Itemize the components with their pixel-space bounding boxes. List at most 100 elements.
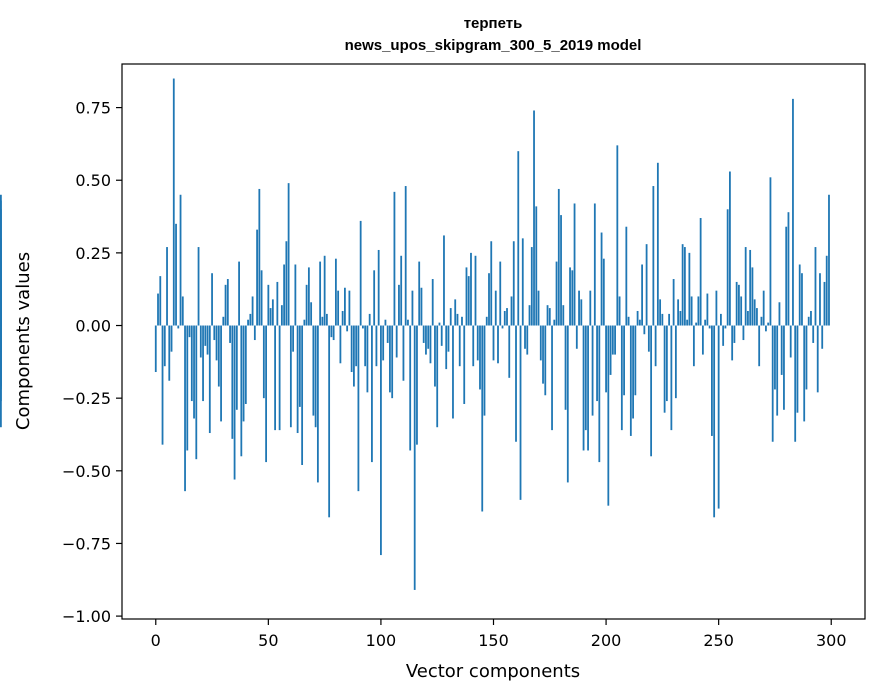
bar-148 <box>488 273 490 326</box>
bar-11 <box>179 194 182 326</box>
bar-122 <box>429 325 432 364</box>
bar-143 <box>476 325 479 361</box>
bar-60 <box>289 325 292 428</box>
bar-94 <box>366 325 369 393</box>
bar-140 <box>470 252 472 326</box>
bar-9 <box>175 223 177 326</box>
bar-131 <box>449 308 452 326</box>
bar-37 <box>238 261 240 326</box>
bar-266 <box>753 299 756 326</box>
bar-28 <box>217 325 220 387</box>
bar-211 <box>629 325 632 436</box>
bar-98 <box>375 325 378 367</box>
bar-26 <box>213 325 216 341</box>
bar-162 <box>519 325 522 500</box>
bar-261 <box>742 325 745 341</box>
bars-group <box>0 78 830 590</box>
bar-161 <box>517 151 520 326</box>
bar-212 <box>632 325 634 419</box>
bar-86 <box>348 290 351 326</box>
bar-78 <box>330 325 333 338</box>
bar-51 <box>269 308 272 326</box>
bar-undefined <box>0 325 2 402</box>
bar-239 <box>692 325 695 367</box>
bar-273 <box>769 177 772 326</box>
bar-287 <box>801 273 803 326</box>
bar-96 <box>371 325 373 463</box>
bar-234 <box>681 244 684 326</box>
bar-61 <box>292 325 295 352</box>
bar-6 <box>168 325 171 381</box>
bar-100 <box>380 325 382 556</box>
bar-217 <box>643 325 646 335</box>
bar-56 <box>280 305 283 326</box>
bar-5 <box>166 247 168 326</box>
bar-192 <box>587 325 589 451</box>
bar-262 <box>744 247 747 326</box>
bar-128 <box>443 235 445 326</box>
bar-168 <box>533 110 535 326</box>
bar-32 <box>226 279 229 326</box>
bar-176 <box>551 325 553 431</box>
bar-89 <box>355 325 358 367</box>
bar-120 <box>425 325 427 355</box>
bar-75 <box>323 255 326 326</box>
bar-226 <box>663 325 666 413</box>
bar-115 <box>413 325 416 590</box>
chart-title: терпеть <box>464 15 523 32</box>
bar-149 <box>490 241 493 326</box>
bar-53 <box>274 325 276 431</box>
bar-206 <box>618 296 621 326</box>
bar-47 <box>260 270 263 326</box>
bar-144 <box>479 325 481 390</box>
bar-71 <box>314 325 317 428</box>
bar-44 <box>253 325 256 341</box>
bar-46 <box>258 188 261 326</box>
bar-113 <box>409 325 412 451</box>
bar-203 <box>611 325 614 355</box>
bar-62 <box>294 264 297 326</box>
bar-38 <box>240 325 243 457</box>
bar-292 <box>812 325 815 343</box>
bar-221 <box>652 186 655 326</box>
bar-267 <box>756 308 758 326</box>
bar-31 <box>224 284 227 326</box>
bar-48 <box>262 325 265 399</box>
bar-265 <box>751 267 754 326</box>
bar-202 <box>609 325 612 375</box>
bar-27 <box>215 325 218 361</box>
x-axis-ticks: 0 50 100 150 200 250 300 <box>151 619 847 650</box>
x-axis-label: Vector components <box>406 661 580 682</box>
bar-215 <box>638 319 641 326</box>
bar-235 <box>683 247 686 326</box>
bar-18 <box>195 325 198 460</box>
bar-184 <box>569 267 571 326</box>
bar-286 <box>798 264 801 326</box>
bar-36 <box>235 325 238 410</box>
bar-111 <box>404 186 407 326</box>
bar-133 <box>454 299 457 326</box>
bar-152 <box>497 325 499 364</box>
bar-129 <box>445 325 448 370</box>
bar-253 <box>724 325 727 329</box>
bar-276 <box>776 325 779 416</box>
bar-295 <box>819 273 821 326</box>
bar-285 <box>796 325 799 413</box>
bar-134 <box>456 313 459 326</box>
bar-156 <box>506 308 508 326</box>
bar-204 <box>614 325 616 355</box>
bar-163 <box>521 238 524 326</box>
bar-191 <box>584 325 587 431</box>
bar-257 <box>733 325 736 343</box>
bar-278 <box>780 325 783 375</box>
bar-170 <box>537 290 540 326</box>
bar-54 <box>276 281 279 326</box>
bar-15 <box>188 325 191 338</box>
bar-135 <box>458 325 461 367</box>
y-axis-label: Components values <box>13 252 34 430</box>
bar-146 <box>483 325 486 416</box>
bar-undefined <box>0 238 2 326</box>
bar-230 <box>672 279 675 326</box>
bar-244 <box>704 319 707 326</box>
